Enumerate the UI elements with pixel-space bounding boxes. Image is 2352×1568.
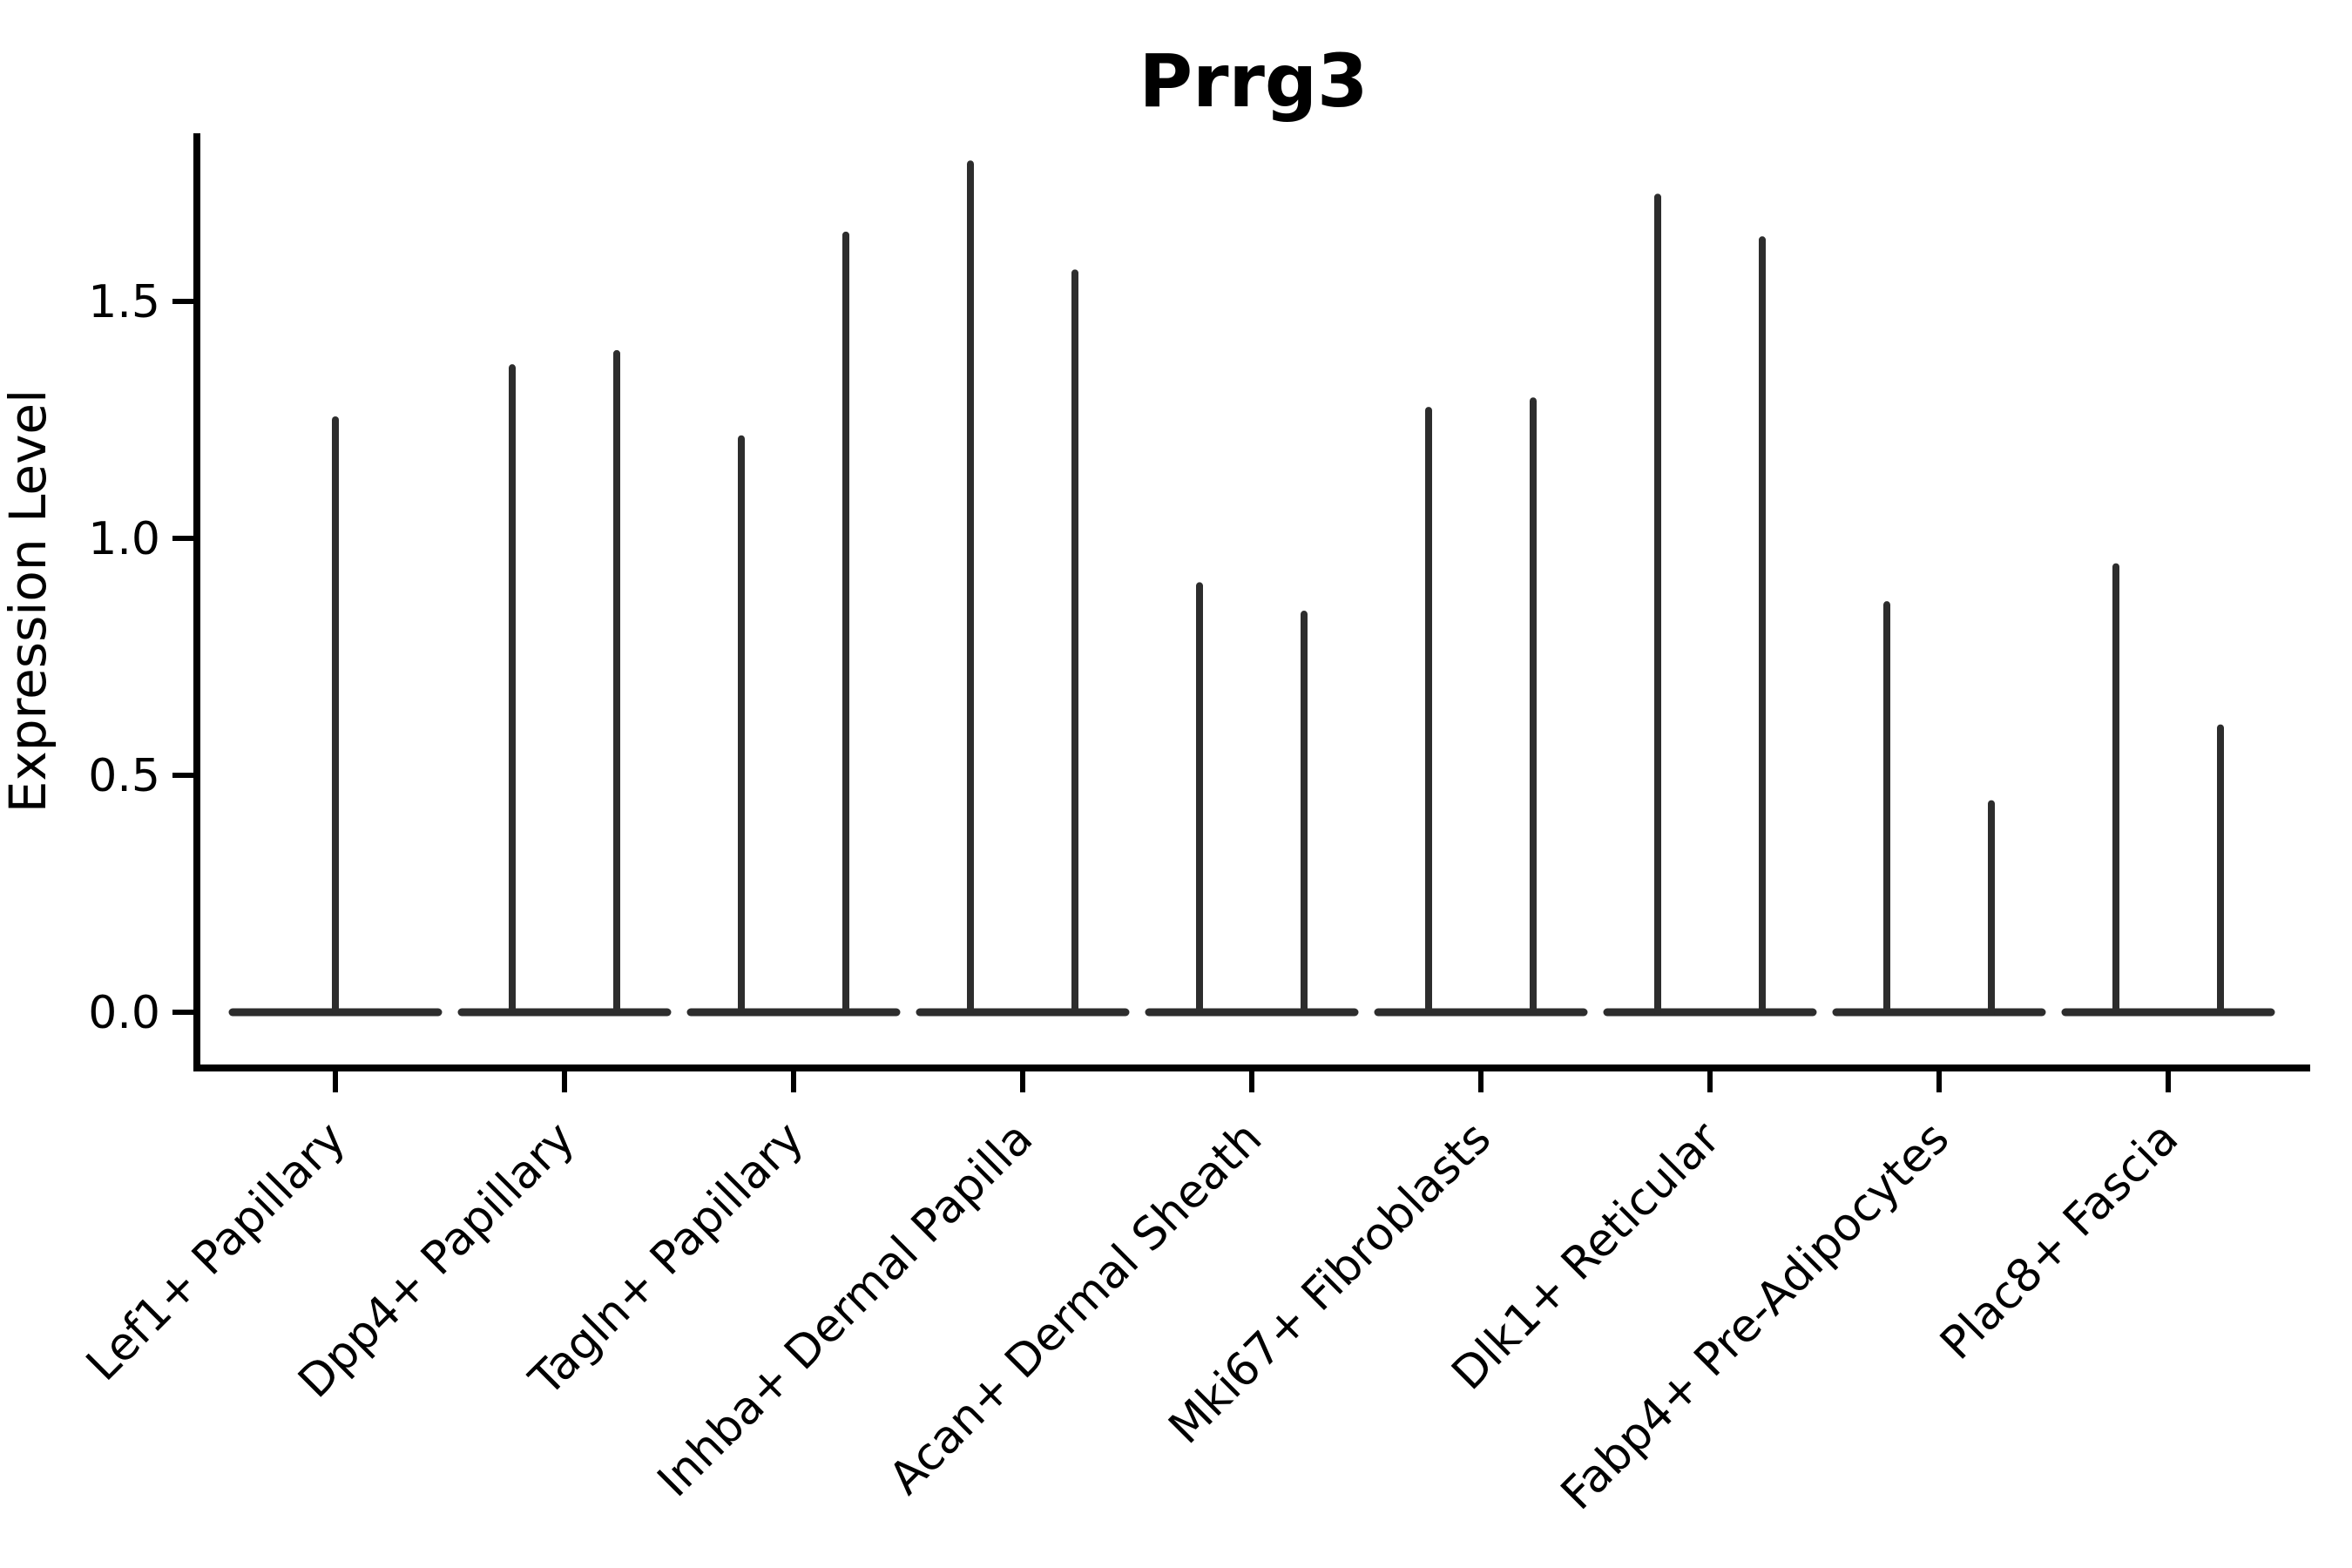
x-tick-label: Plac8+ Fascia: [1930, 1112, 2188, 1370]
y-tick-label: 1.0: [88, 513, 160, 565]
x-tick-label: Acan+ Dermal Sheath: [880, 1112, 1273, 1505]
x-tick-label: Inhba+ Dermal Papilla: [648, 1112, 1043, 1507]
y-axis-label: Expression Level: [0, 389, 57, 813]
x-tick-label: Fabp4+ Pre-Adipocytes: [1551, 1112, 1959, 1520]
y-tick-label: 0.5: [88, 750, 160, 802]
y-tick-label: 1.5: [88, 276, 160, 328]
y-tick-label: 0.0: [88, 987, 160, 1039]
chart-title: Prrg3: [1139, 38, 1369, 124]
